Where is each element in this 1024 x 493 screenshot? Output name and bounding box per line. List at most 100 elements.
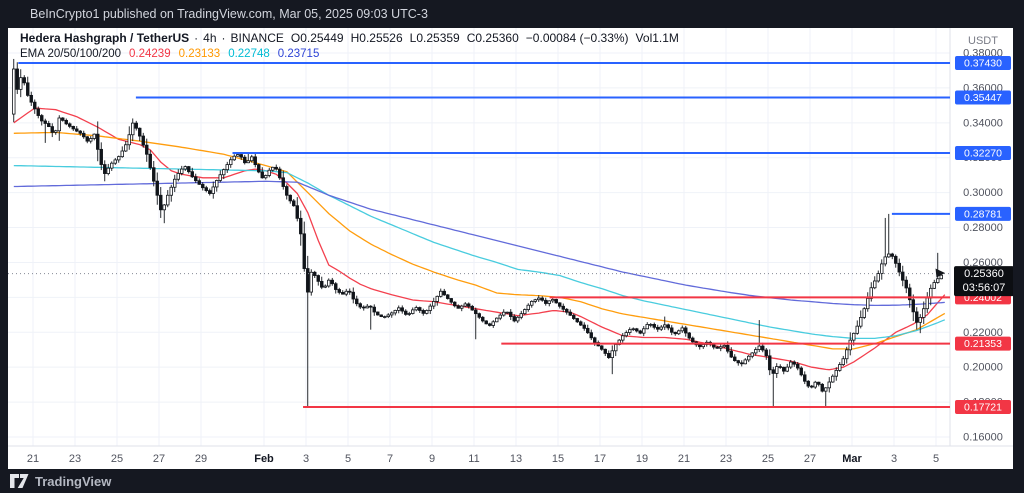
chart-legend: Hedera Hashgraph / TetherUS · 4h · BINAN… (20, 31, 686, 62)
candle-body (873, 280, 877, 289)
candle-body (582, 324, 586, 329)
candle-body (225, 164, 229, 171)
level-price-badge-label: 0.35447 (964, 92, 1002, 104)
candle-body (610, 350, 614, 358)
candle-body (40, 115, 44, 122)
candle-body (883, 256, 887, 265)
candle-body (565, 308, 569, 313)
candle-body (449, 298, 453, 303)
price-axis-label: 0.30000 (963, 187, 1003, 199)
candle-body (428, 305, 432, 311)
time-tick-label: 3 (891, 453, 897, 465)
candle-body (824, 387, 828, 392)
current-price-value: 0.25360 (964, 268, 1004, 280)
price-chart[interactable]: USDT0.380000.360000.340000.320000.300000… (8, 28, 1013, 469)
ema200-value: 0.23715 (277, 48, 320, 60)
candle-body (572, 314, 576, 319)
price-axis-label: 0.20000 (963, 362, 1003, 374)
candle-body (911, 299, 915, 313)
candle-body (376, 311, 380, 316)
candle-body (530, 300, 534, 306)
candle-body (246, 160, 250, 164)
ema100-value: 0.22748 (228, 48, 270, 60)
candle-body (400, 307, 404, 312)
candle-body (274, 166, 278, 170)
candle-body (320, 280, 324, 288)
symbol-name[interactable]: Hedera Hashgraph / TetherUS (20, 31, 190, 45)
candle-body (92, 133, 96, 139)
candle-body (491, 321, 495, 326)
level-price-badge (955, 336, 1011, 351)
ema50-line[interactable] (13, 131, 946, 350)
candle-body (624, 332, 628, 337)
candle-body (547, 300, 551, 304)
candle-body (481, 316, 485, 322)
tradingview-logo-icon[interactable] (10, 473, 29, 489)
candle-body (663, 324, 667, 328)
candle-body (239, 154, 243, 158)
candle-body (299, 217, 303, 235)
ema100-line[interactable] (13, 164, 946, 340)
ema200-line[interactable] (13, 180, 945, 307)
candle-body (820, 383, 824, 392)
time-tick-label: 23 (69, 453, 81, 465)
candle-body (106, 167, 110, 174)
time-tick-label: 5 (933, 453, 939, 465)
candle-body (323, 285, 327, 288)
level-price-badge-label: 0.32270 (964, 148, 1002, 160)
symbol-row[interactable]: Hedera Hashgraph / TetherUS · 4h · BINAN… (20, 31, 679, 45)
footer-bar: TradingView (0, 469, 1024, 493)
ema20-line[interactable] (13, 107, 946, 371)
indicator-row[interactable]: EMA 20/50/100/200 0.24239 0.23133 0.2274… (20, 47, 686, 62)
exchange-label: BINANCE (230, 31, 284, 45)
candle-body (859, 317, 863, 327)
time-tick-label: 23 (720, 453, 732, 465)
candle-body (362, 306, 366, 309)
arrow-marker[interactable] (935, 268, 946, 278)
time-tick-label: 21 (27, 453, 39, 465)
level-price-badge (955, 55, 1011, 70)
candle-body (803, 374, 807, 382)
candle-body (180, 168, 184, 174)
interval-label[interactable]: 4h (203, 31, 217, 45)
ema20-value: 0.24239 (129, 48, 171, 60)
candle-body (243, 156, 247, 164)
tradingview-brand-text[interactable]: TradingView (35, 473, 112, 489)
candle-body (61, 117, 65, 121)
candle-body (614, 344, 618, 352)
ema50-value: 0.23133 (178, 48, 221, 60)
candle-body (183, 166, 187, 170)
time-axis[interactable]: 21 23 25 27 29 Feb 3 5 7 9 11 13 15 17 19 21 23 25 27 Mar 3 5 (27, 453, 939, 465)
candle-body (817, 381, 821, 385)
candle-body (22, 77, 26, 84)
candle-body (561, 305, 565, 310)
candle-body (684, 327, 688, 334)
candle-body (50, 126, 54, 133)
candle-body (810, 385, 814, 388)
close-label: C (466, 31, 476, 45)
price-axis[interactable]: USDT0.380000.360000.340000.320000.300000… (954, 35, 1013, 444)
candle-body (726, 344, 730, 352)
ema-layer (13, 107, 946, 371)
candle-body (306, 268, 310, 293)
candle-body (593, 337, 597, 343)
ema-indicator-label[interactable]: EMA 20/50/100/200 (20, 48, 122, 60)
candle-body (19, 77, 23, 90)
candle-body (495, 317, 499, 323)
candle-body (369, 305, 373, 308)
time-tick-label: 21 (678, 453, 690, 465)
candle-body (425, 310, 429, 314)
candle-body (852, 332, 856, 341)
time-tick-label: 27 (153, 453, 165, 465)
candle-body (715, 346, 719, 349)
candlestick-layer[interactable] (12, 58, 943, 408)
candle-body (554, 299, 558, 304)
candle-body (733, 356, 737, 362)
candle-body (145, 144, 149, 155)
time-tick-label: 5 (345, 453, 351, 465)
time-tick-label: 11 (468, 453, 479, 465)
candle-body (869, 287, 873, 299)
candle-body (152, 167, 156, 182)
price-axis-label: 0.34000 (963, 117, 1003, 129)
